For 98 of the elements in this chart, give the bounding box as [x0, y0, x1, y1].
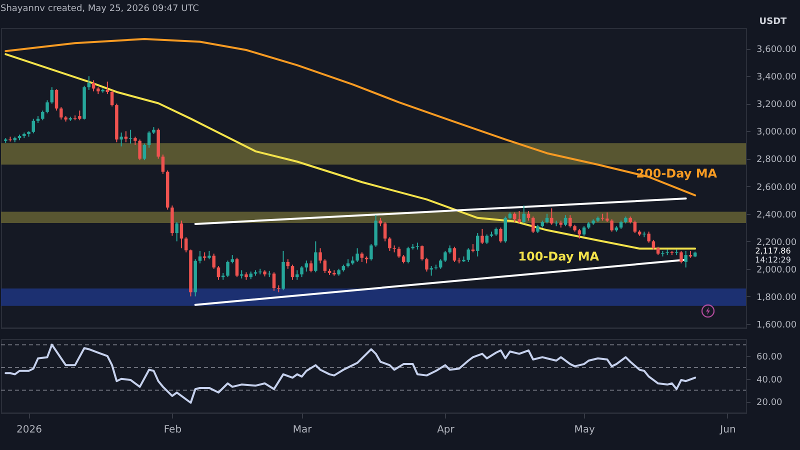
candlestick: [138, 138, 142, 161]
candlestick: [272, 272, 276, 292]
y-tick-label: 1,800.00: [756, 292, 797, 303]
candlestick: [54, 88, 58, 112]
line-series: [4, 38, 696, 196]
candlestick: [647, 231, 650, 244]
y-tick-label: 3,000.00: [756, 128, 797, 138]
candlestick: [684, 250, 688, 268]
text: USDT: [759, 17, 788, 27]
candlestick: [522, 205, 526, 224]
candlestick: [383, 222, 387, 242]
y-tick-label: 2,000.00: [756, 265, 797, 276]
candlestick: [180, 220, 184, 249]
candlestick: [318, 248, 322, 264]
candlestick: [550, 208, 554, 226]
candlestick: [235, 257, 239, 278]
candlestick: [184, 236, 188, 253]
candlestick: [175, 222, 178, 242]
candlestick: [296, 270, 299, 280]
candlestick: [46, 100, 49, 114]
x-tick-label: May: [574, 424, 595, 436]
text: 2,117.86: [755, 246, 791, 256]
y-tick-label: 3,200.00: [756, 100, 797, 110]
candlestick: [120, 132, 123, 147]
candlestick: [87, 76, 91, 90]
candlestick: [397, 246, 401, 258]
candlestick: [314, 240, 318, 273]
y-tick-label: 2,200.00: [756, 238, 797, 248]
candlestick: [610, 218, 614, 232]
candlestick: [480, 228, 484, 245]
candlestick: [128, 129, 132, 144]
candlestick: [32, 118, 36, 134]
x-tick-label: 2026: [16, 424, 42, 436]
candlestick: [300, 266, 304, 278]
candlestick: [504, 216, 507, 244]
candlestick: [406, 246, 410, 264]
line-series: [4, 53, 696, 250]
candlestick: [578, 228, 582, 240]
candlestick: [142, 143, 146, 161]
series-label: 100-Day MA: [518, 250, 600, 264]
candlestick: [444, 250, 447, 262]
candlestick: [216, 266, 220, 280]
candlestick: [323, 258, 327, 274]
y-tick-label: 60.00: [756, 352, 783, 363]
y-tick-label: 2,400.00: [756, 210, 797, 220]
candlestick: [356, 248, 359, 262]
y-tick-label: 40.00: [756, 375, 783, 386]
candlestick: [499, 227, 502, 244]
candlestick: [545, 213, 549, 224]
candlestick: [606, 212, 609, 223]
candlestick: [513, 212, 516, 223]
candlestick: [526, 210, 530, 222]
candlestick: [226, 260, 230, 278]
y-tick-label: 2,800.00: [756, 155, 797, 166]
candlestick: [198, 250, 202, 264]
candlestick: [147, 130, 151, 148]
candlestick: [476, 232, 480, 257]
candlestick: [568, 214, 572, 228]
text: 14:12:29: [755, 256, 791, 265]
candlestick: [388, 236, 392, 252]
candlestick: [518, 210, 521, 224]
candlestick: [370, 244, 373, 262]
candlestick: [452, 246, 456, 262]
candlestick: [110, 90, 114, 107]
y-tick-label: 3,600.00: [756, 45, 797, 56]
candlestick: [309, 260, 313, 273]
series-label: 200-Day MA: [636, 166, 718, 180]
candlestick: [430, 266, 433, 276]
candlestick: [425, 257, 428, 272]
chart-title: Shayannv created, May 25, 2026 09:47 UTC: [0, 4, 199, 14]
candlestick: [161, 154, 165, 174]
candlestick: [92, 80, 96, 92]
candlestick: [680, 250, 683, 264]
y-tick-label: 2,600.00: [756, 182, 797, 193]
candlestick: [360, 252, 364, 262]
candlestick: [532, 216, 535, 234]
candlestick: [564, 214, 568, 227]
line-series: [4, 344, 696, 404]
y-tick-label: 20.00: [756, 398, 783, 408]
candlestick: [290, 264, 294, 280]
candlestick: [41, 110, 44, 121]
candlestick: [304, 260, 308, 272]
candlestick: [124, 130, 128, 143]
y-tick-label: 3,400.00: [756, 72, 797, 83]
x-tick-label: Jun: [719, 424, 736, 436]
candlestick: [212, 253, 216, 270]
candlestick: [420, 244, 424, 262]
candlestick: [582, 226, 586, 236]
candlestick: [438, 258, 442, 270]
candlestick: [633, 220, 637, 234]
candlestick: [286, 258, 290, 270]
x-tick-label: Apr: [437, 424, 456, 436]
candlestick: [60, 106, 63, 120]
candlestick: [50, 86, 54, 104]
x-tick-label: Feb: [164, 424, 182, 436]
y-tick-label: 1,600.00: [756, 320, 797, 330]
candlestick: [466, 248, 470, 262]
x-tick-label: Mar: [292, 424, 313, 436]
